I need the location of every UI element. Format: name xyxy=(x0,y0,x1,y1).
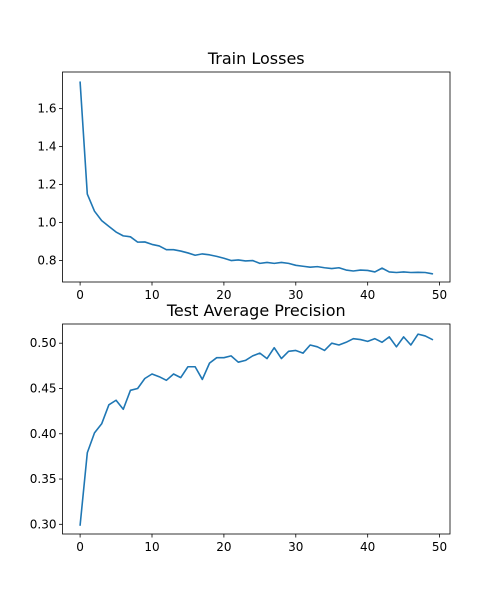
test-average-precision-x-tick-label: 10 xyxy=(144,540,159,554)
test-average-precision-x-tick-label: 0 xyxy=(76,540,84,554)
train-losses-series-line xyxy=(79,81,434,275)
test-average-precision-y-tick-label: 0.30 xyxy=(30,517,57,531)
train-losses-y-tick-label: 1.0 xyxy=(37,216,56,230)
train-losses-y-tick-label: 1.4 xyxy=(37,140,56,154)
test-average-precision-y-tick-label: 0.45 xyxy=(30,381,57,395)
train-losses-axes-frame xyxy=(62,71,451,283)
train-losses-chart: Train Losses 0 10 20 30 40 50 0.8 1.0 1.2 1.4 1.6 xyxy=(37,49,451,302)
train-losses-y-tick-label: 0.8 xyxy=(37,254,56,268)
train-losses-x-tick-label: 50 xyxy=(432,288,447,302)
train-losses-y-tick-label: 1.2 xyxy=(37,178,56,192)
train-losses-x-tick-label: 30 xyxy=(288,288,303,302)
train-losses-x-tick-label: 0 xyxy=(76,288,84,302)
train-losses-y-tick-label: 1.6 xyxy=(37,102,56,116)
test-average-precision-y-tick-label: 0.50 xyxy=(30,336,57,350)
test-average-precision-y-tick-label: 0.40 xyxy=(30,427,57,441)
train-losses-x-tick-label: 40 xyxy=(360,288,375,302)
test-average-precision-x-tick-label: 20 xyxy=(216,540,231,554)
train-losses-x-tick-label: 20 xyxy=(216,288,231,302)
test-average-precision-series-line xyxy=(79,333,434,527)
train-losses-x-tick-label: 10 xyxy=(144,288,159,302)
test-average-precision-axes-frame xyxy=(62,323,451,535)
test-average-precision-x-tick-label: 30 xyxy=(288,540,303,554)
test-average-precision-y-tick-label: 0.35 xyxy=(30,472,57,486)
test-average-precision-x-tick-label: 50 xyxy=(432,540,447,554)
test-average-precision-title: Test Average Precision xyxy=(166,301,346,320)
train-losses-title: Train Losses xyxy=(207,49,305,68)
test-average-precision-chart: Test Average Precision 0 10 20 30 40 50 0.30 0.3… xyxy=(30,301,451,554)
test-average-precision-x-tick-label: 40 xyxy=(360,540,375,554)
